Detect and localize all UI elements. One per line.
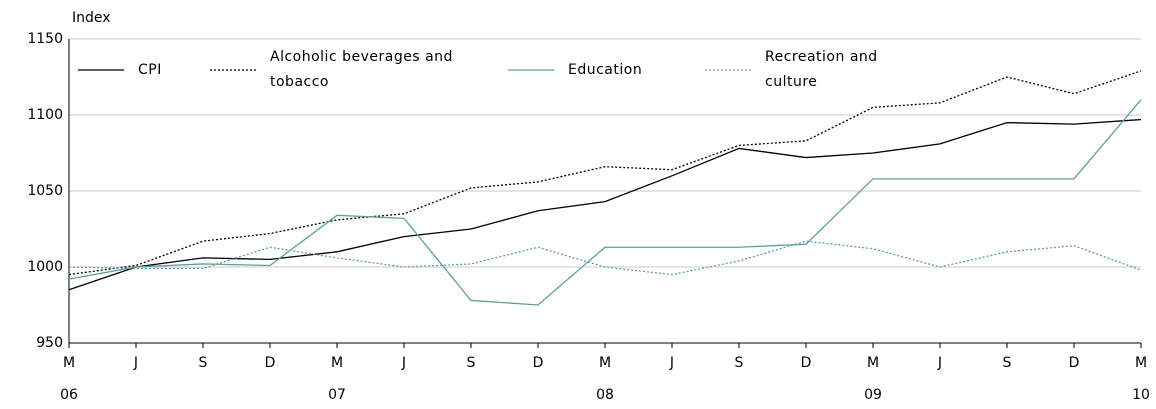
x-tick-label: D	[265, 355, 276, 371]
x-tick-label: D	[1069, 355, 1080, 371]
x-tick-label: J	[669, 355, 674, 371]
x-tick-label: J	[401, 355, 406, 371]
x-tick-label: M	[63, 355, 75, 371]
y-axis-label: Index	[72, 10, 111, 26]
x-year-label: 07	[328, 387, 346, 403]
x-year-label: 09	[864, 387, 882, 403]
x-tick-label: S	[199, 355, 208, 371]
legend-swatch	[705, 69, 751, 71]
y-tick-label: 1150	[27, 31, 63, 47]
x-tick-label: J	[937, 355, 942, 371]
series-line	[68, 99, 1142, 306]
x-tick-label: S	[1003, 355, 1012, 371]
series-line	[68, 118, 1142, 291]
x-tick-label: S	[735, 355, 744, 371]
legend-item: Alcoholic beverages and tobacco	[210, 44, 470, 96]
series-line	[68, 70, 1142, 276]
series-line	[68, 240, 1142, 276]
x-year-label: 10	[1132, 387, 1150, 403]
legend-item: Recreation and culture	[705, 44, 925, 96]
x-tick-label: M	[1135, 355, 1147, 371]
x-tick-label: D	[533, 355, 544, 371]
legend-swatch	[508, 69, 554, 71]
y-tick-label: 1050	[27, 183, 63, 199]
x-year-label: 08	[596, 387, 614, 403]
legend-label: Alcoholic beverages and tobacco	[270, 49, 453, 90]
x-tick-label: M	[599, 355, 611, 371]
x-tick-label: M	[867, 355, 879, 371]
legend-swatch	[78, 69, 124, 71]
legend-item: Education	[508, 44, 658, 96]
legend-item: CPI	[78, 44, 198, 96]
x-year-label: 06	[60, 387, 78, 403]
legend-label: Education	[568, 61, 643, 78]
legend-label: CPI	[138, 61, 162, 78]
x-tick-label: J	[133, 355, 138, 371]
legend-swatch	[210, 69, 256, 71]
x-tick-label: D	[801, 355, 812, 371]
y-tick-label: 950	[36, 335, 63, 351]
y-tick-label: 1100	[27, 107, 63, 123]
y-tick-label: 1000	[27, 259, 63, 275]
legend-label: Recreation and culture	[765, 49, 878, 90]
x-tick-label: S	[467, 355, 476, 371]
x-tick-label: M	[331, 355, 343, 371]
